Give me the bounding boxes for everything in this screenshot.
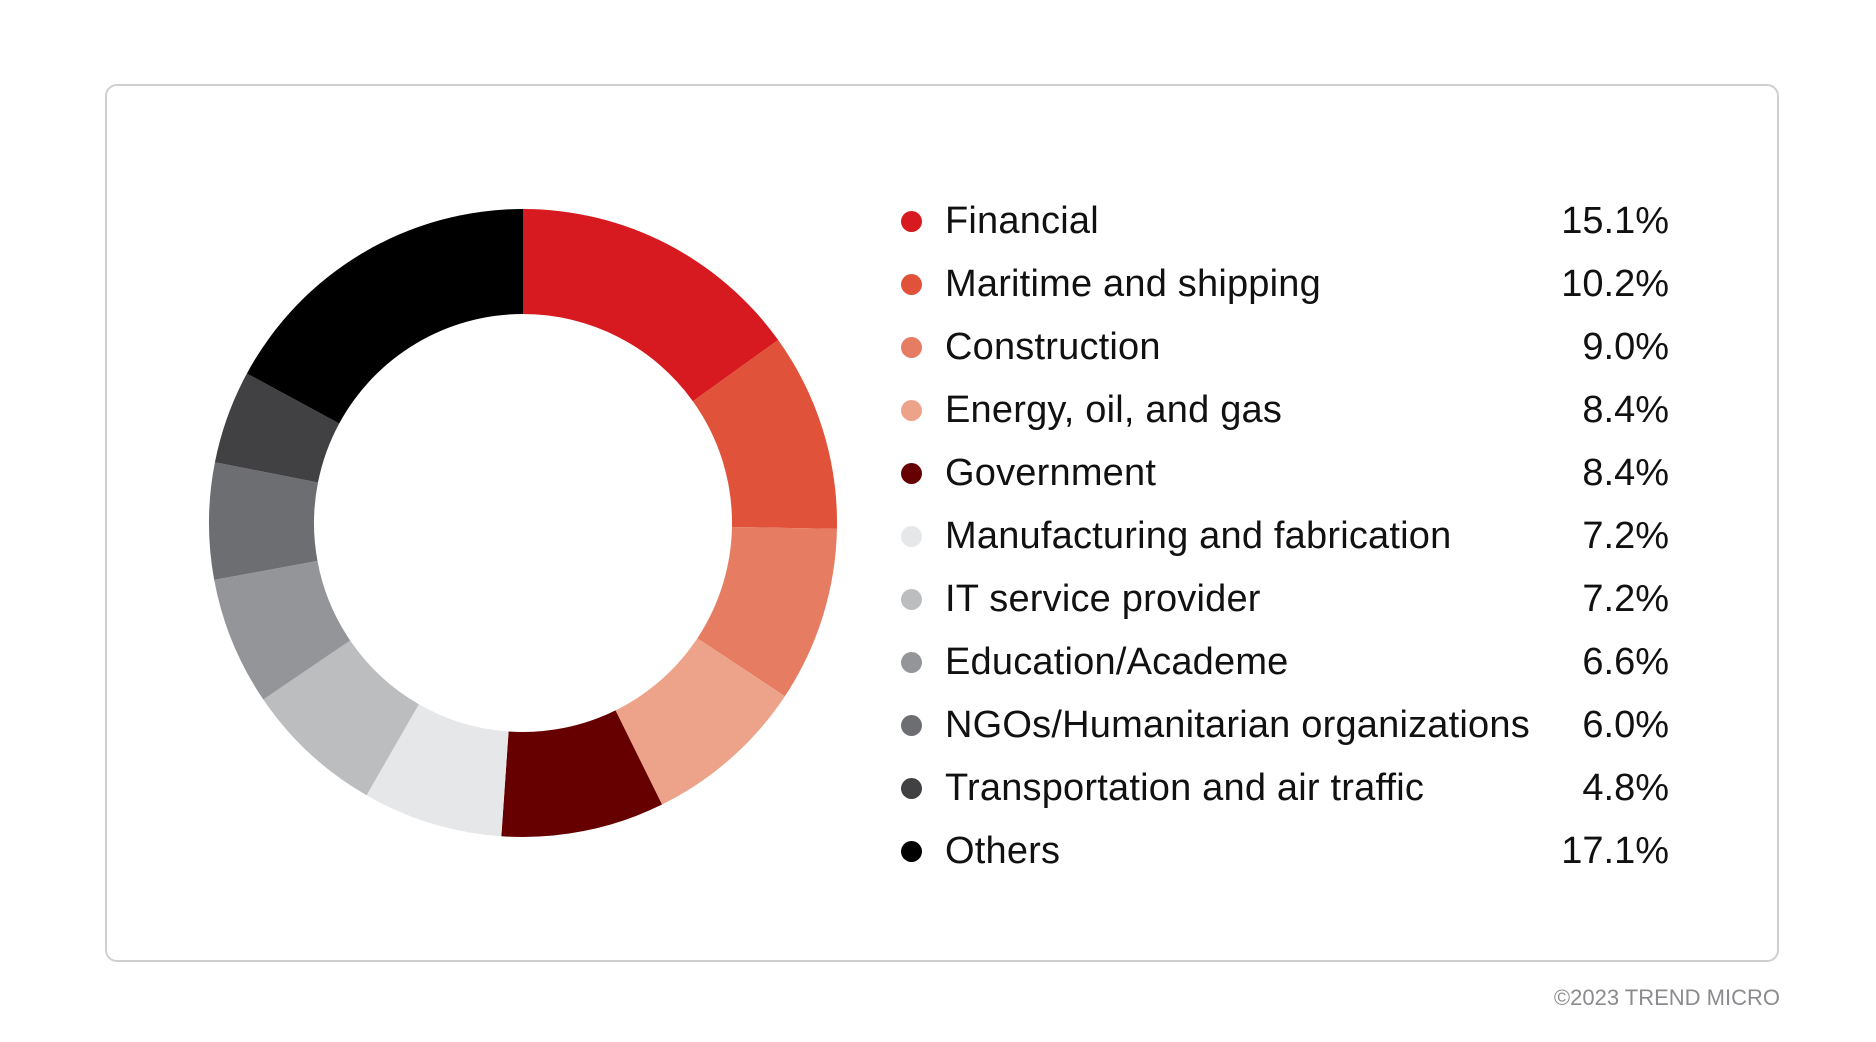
donut-slice-3	[615, 638, 785, 805]
donut-slice-0	[523, 209, 779, 402]
legend-value: 17.1%	[1561, 830, 1669, 872]
legend-item: Government 8.4%	[895, 442, 1685, 505]
legend-item: NGOs/Humanitarian organizations 6.0%	[895, 694, 1685, 757]
copyright: ©2023 TREND MICRO	[1553, 985, 1780, 1010]
legend-item: Financial 15.1%	[895, 190, 1685, 253]
legend-item: Education/Academe 6.6%	[895, 631, 1685, 694]
legend-value: 4.8%	[1582, 767, 1669, 809]
legend-value: 6.6%	[1582, 641, 1669, 683]
legend-value: 8.4%	[1582, 389, 1669, 431]
legend-dot-icon	[901, 400, 922, 421]
legend-dot-icon	[901, 778, 922, 799]
donut-slice-10	[246, 209, 523, 424]
donut-slice-2	[697, 526, 837, 697]
legend-label: Maritime and shipping	[945, 263, 1321, 305]
donut-slice-8	[208, 462, 318, 580]
legend-item: Energy, oil, and gas 8.4%	[895, 379, 1685, 442]
legend-item: Transportation and air traffic 4.8%	[895, 757, 1685, 820]
legend-dot-icon	[901, 526, 922, 547]
legend-item: IT service provider 7.2%	[895, 568, 1685, 631]
legend-value: 10.2%	[1561, 263, 1669, 305]
legend-label: Financial	[945, 200, 1099, 242]
legend-value: 7.2%	[1582, 515, 1669, 557]
legend-item: Manufacturing and fabrication 7.2%	[895, 505, 1685, 568]
legend-dot-icon	[901, 589, 922, 610]
legend-value: 7.2%	[1582, 578, 1669, 620]
legend-value: 9.0%	[1582, 326, 1669, 368]
donut-slice-7	[214, 560, 351, 700]
donut-slice-9	[214, 373, 340, 483]
legend-label: Transportation and air traffic	[945, 767, 1425, 809]
donut-slice-5	[366, 704, 509, 837]
legend-label: Others	[945, 830, 1061, 872]
donut-slice-6	[263, 640, 419, 796]
legend-label: IT service provider	[945, 578, 1261, 620]
donut-slice-4	[501, 710, 663, 837]
legend-value: 6.0%	[1582, 704, 1669, 746]
legend-item: Others 17.1%	[895, 820, 1685, 883]
legend-item: Maritime and shipping 10.2%	[895, 253, 1685, 316]
legend-label: NGOs/Humanitarian organizations	[945, 704, 1530, 746]
legend-label: Construction	[945, 326, 1161, 368]
legend-dot-icon	[901, 337, 922, 358]
legend-item: Construction 9.0%	[895, 316, 1685, 379]
legend-value: 8.4%	[1582, 452, 1669, 494]
legend: Financial 15.1% Maritime and shipping 10.2%…	[895, 190, 1685, 883]
legend-value: 15.1%	[1561, 200, 1669, 242]
legend-dot-icon	[901, 211, 922, 232]
legend-dot-icon	[901, 715, 922, 736]
legend-label: Government	[945, 452, 1157, 494]
legend-label: Energy, oil, and gas	[945, 389, 1283, 431]
legend-dot-icon	[901, 841, 922, 862]
legend-dot-icon	[901, 652, 922, 673]
legend-dot-icon	[901, 463, 922, 484]
donut-slice-1	[692, 340, 837, 529]
legend-dot-icon	[901, 274, 922, 295]
legend-label: Manufacturing and fabrication	[945, 515, 1452, 557]
legend-label: Education/Academe	[945, 641, 1289, 683]
chart-card	[105, 84, 1779, 962]
